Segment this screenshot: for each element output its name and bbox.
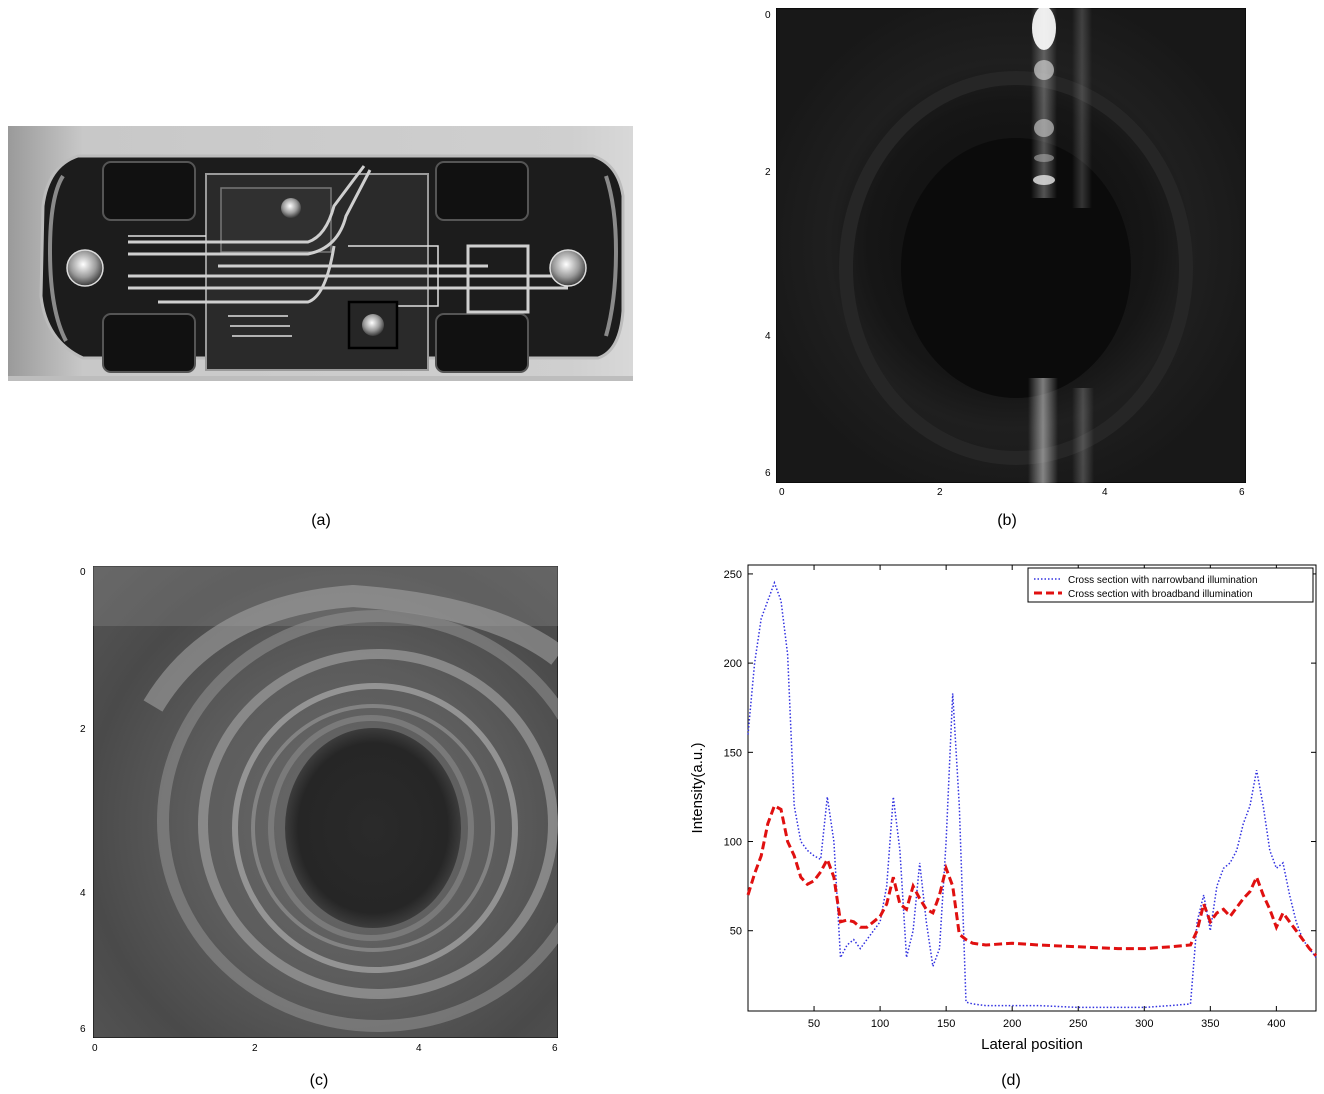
panel-b-x-tick: 2	[937, 487, 943, 498]
panel-d-caption: (d)	[1001, 1072, 1021, 1089]
y-tick-label: 50	[730, 926, 742, 938]
panel-c-x-tick: 6	[552, 1043, 558, 1054]
x-tick-label: 400	[1267, 1018, 1285, 1030]
x-tick-label: 150	[937, 1018, 955, 1030]
x-tick-label: 50	[808, 1018, 820, 1030]
panel-c-y-tick: 0	[80, 567, 86, 578]
legend-entry: Cross section with broadband illuminatio…	[1068, 589, 1253, 600]
panel-a-caption: (a)	[311, 512, 331, 529]
plot-area	[747, 564, 1317, 1012]
panel-b-x-tick: 4	[1102, 487, 1108, 498]
x-tick-label: 250	[1069, 1018, 1087, 1030]
y-axis-label: Intensity(a.u.)	[689, 743, 706, 834]
panel-c-y-tick: 6	[80, 1024, 86, 1035]
panel-b-y-tick: 2	[765, 167, 771, 178]
panel-b-x-tick: 0	[779, 487, 785, 498]
x-tick-label: 350	[1201, 1018, 1219, 1030]
panel-b-y-tick: 6	[765, 468, 771, 479]
x-tick-label: 100	[871, 1018, 889, 1030]
panel-c-x-tick: 4	[416, 1043, 422, 1054]
y-tick-label: 150	[724, 747, 742, 759]
legend-box	[1027, 567, 1314, 603]
panel-b-caption: (b)	[997, 512, 1017, 529]
panel-c-x-tick: 0	[92, 1043, 98, 1054]
panel-c-caption: (c)	[309, 1072, 329, 1089]
panel-b-y-tick: 4	[765, 331, 771, 342]
x-axis-label: Lateral position	[981, 1036, 1083, 1053]
panel-b-y-tick: 0	[765, 10, 771, 21]
series-line-narrowband	[747, 580, 1317, 1009]
series-line-broadband	[746, 803, 1318, 957]
x-tick-label: 200	[1003, 1018, 1021, 1030]
panel-c-y-tick: 2	[80, 724, 86, 735]
panel-d-chart: 50 100 150 200 250 300 350 400 50 100 150 200 250 Lat…	[689, 564, 1318, 1053]
panel-a-car-image	[8, 126, 633, 381]
y-tick-label: 200	[724, 658, 742, 670]
x-tick-label: 300	[1135, 1018, 1153, 1030]
y-tick-label: 100	[724, 837, 742, 849]
panel-c-image	[93, 566, 558, 1038]
panel-c-y-tick: 4	[80, 888, 86, 899]
legend-entry: Cross section with narrowband illuminati…	[1068, 575, 1258, 586]
y-tick-label: 250	[724, 569, 742, 581]
panel-b-x-tick: 6	[1239, 487, 1245, 498]
panel-b-image	[776, 8, 1246, 483]
panel-c-x-tick: 2	[252, 1043, 258, 1054]
